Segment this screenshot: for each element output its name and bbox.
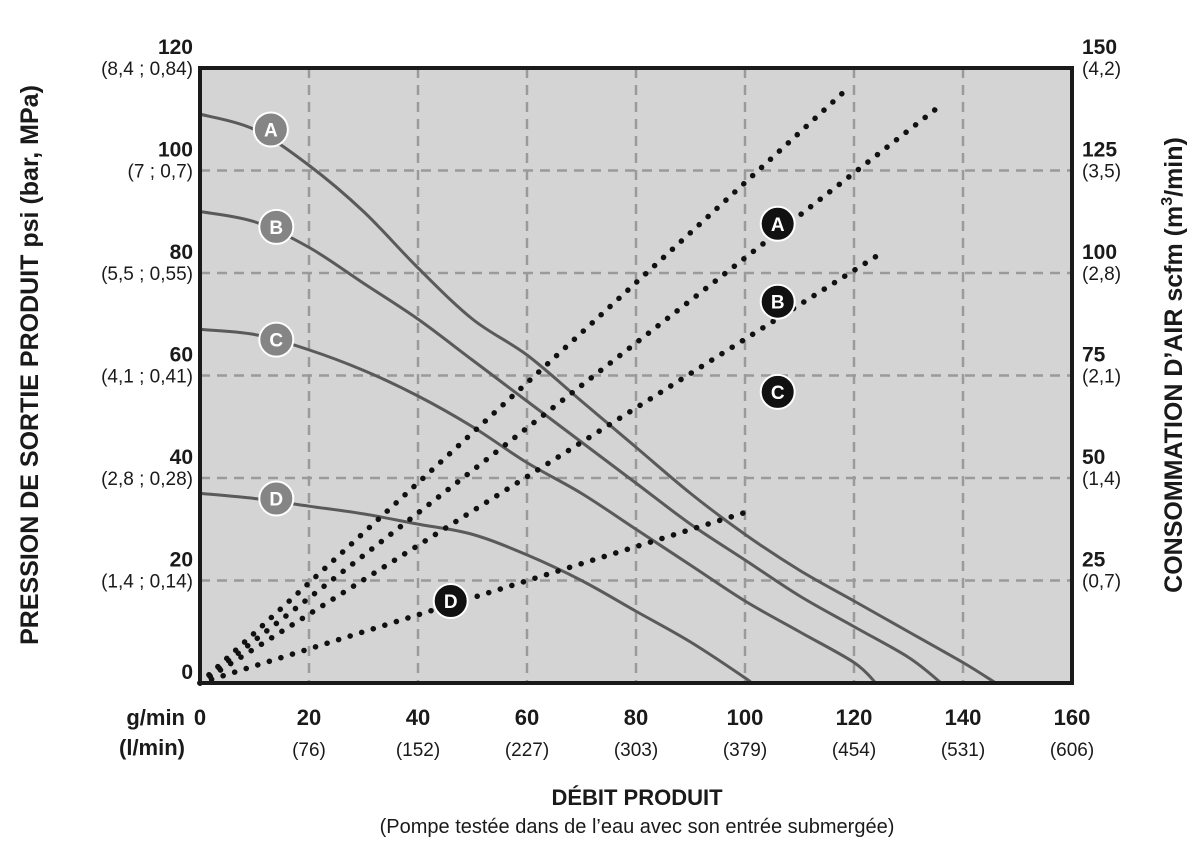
y-right-tick-label: 25: [1082, 549, 1106, 572]
y-right-tick-secondary: (2,1): [1082, 367, 1121, 388]
x-tick-secondary: (454): [832, 740, 876, 761]
x-axis-title: DÉBIT PRODUIT: [551, 785, 723, 810]
y-left-tick-label: 20: [170, 549, 193, 572]
air-marker-d: D: [432, 583, 469, 619]
y-right-tick-secondary: (3,5): [1082, 162, 1121, 183]
air-marker-c: C: [759, 373, 796, 410]
y-right-tick-label: 150: [1082, 36, 1117, 59]
y-left-tick-label: 120: [158, 36, 193, 59]
y-left-tick-label: 60: [170, 344, 193, 367]
pressure-marker-c-circle: [258, 321, 295, 358]
pressure-marker-d-circle: [258, 480, 295, 517]
x-tick-label: 20: [297, 705, 321, 730]
air-line-a: [197, 89, 846, 686]
y-left-tick-label: 0: [181, 661, 193, 684]
y-right-tick-label: 75: [1082, 344, 1106, 367]
pressure-curve-a: [199, 112, 997, 685]
y-right-tick-secondary: (0,7): [1082, 572, 1121, 593]
x-unit-label-secondary: (l/min): [119, 735, 185, 760]
x-tick-label: 60: [515, 705, 539, 730]
y-axis-right-title-prefix: CONSOMMATION D’AIR scfm (m: [1160, 206, 1188, 593]
y-left-tick-secondary: (5,5 ; 0,55): [101, 264, 193, 285]
curve-markers: A B C D A B C D: [252, 111, 796, 619]
pressure-marker-b: B: [258, 208, 295, 245]
x-tick-label: 140: [945, 705, 982, 730]
air-marker-a: A: [759, 205, 796, 242]
grid-lines: [200, 68, 1072, 683]
pressure-marker-b-circle: [258, 208, 295, 245]
y-axis-left-title: PRESSION DE SORTIE PRODUIT psi (bar, MPa…: [16, 85, 44, 645]
x-tick-label: 100: [727, 705, 764, 730]
pressure-marker-a-label: A: [264, 121, 278, 142]
y-right-tick-label: 125: [1082, 139, 1117, 162]
y-left-tick-secondary: (2,8 ; 0,28): [101, 469, 193, 490]
x-tick-label: 160: [1054, 705, 1091, 730]
pressure-curve-b: [199, 210, 943, 685]
y-right-tick-label: 50: [1082, 446, 1105, 469]
air-consumption-lines: [197, 89, 944, 686]
x-tick-label: 120: [836, 705, 873, 730]
pressure-curves: [199, 112, 997, 685]
air-line-d: [197, 508, 754, 686]
pressure-marker-a-circle: [252, 111, 289, 148]
y-left-tick-secondary: (7 ; 0,7): [128, 162, 193, 183]
pressure-curve-c: [199, 327, 877, 685]
y-right-tick-secondary: (4,2): [1082, 59, 1121, 80]
y-right-tick-secondary: (2,8): [1082, 264, 1121, 285]
pressure-marker-c-label: C: [269, 331, 283, 352]
x-tick-secondary: (303): [614, 740, 658, 761]
plot-frame: [198, 66, 1074, 685]
air-marker-c-label: C: [771, 383, 785, 404]
air-marker-b-circle: [759, 283, 796, 320]
y-left-tick-secondary: (1,4 ; 0,14): [101, 572, 193, 593]
air-marker-c-circle: [759, 373, 796, 410]
x-tick-secondary: (606): [1050, 740, 1094, 761]
y-left-tick-label: 100: [158, 139, 193, 162]
y-right-tick-secondary: (1,4): [1082, 469, 1121, 490]
x-tick-label: 80: [624, 705, 648, 730]
x-tick-secondary: (76): [292, 740, 326, 761]
x-tick-label: 0: [194, 705, 206, 730]
air-marker-d-circle: [432, 583, 469, 619]
pressure-marker-b-label: B: [269, 218, 283, 239]
pressure-marker-a: A: [252, 111, 289, 148]
x-tick-secondary: (379): [723, 740, 767, 761]
pressure-marker-c: C: [258, 321, 295, 358]
air-line-c: [197, 253, 879, 686]
y-right-tick-label: 100: [1082, 241, 1117, 264]
y-left-tick-label: 80: [170, 241, 193, 264]
y-axis-right-title-suffix: /min): [1160, 137, 1188, 197]
tick-labels: 020(1,4 ; 0,14)40(2,8 ; 0,28)60(4,1 ; 0,…: [101, 36, 1121, 761]
air-marker-b-label: B: [771, 293, 785, 314]
air-marker-a-circle: [759, 205, 796, 242]
x-tick-secondary: (531): [941, 740, 985, 761]
y-left-tick-label: 40: [170, 446, 193, 469]
x-tick-secondary: (227): [505, 740, 549, 761]
x-tick-secondary: (152): [396, 740, 440, 761]
x-axis-subtitle: (Pompe testée dans de l’eau avec son ent…: [380, 816, 895, 838]
x-unit-label: g/min: [126, 705, 185, 730]
pressure-marker-d: D: [258, 480, 295, 517]
x-tick-label: 40: [406, 705, 430, 730]
y-axis-right-title-sup: 3: [1159, 197, 1176, 206]
y-axis-right-title: CONSOMMATION D’AIR scfm (m3/min): [1159, 137, 1188, 593]
air-marker-b: B: [759, 283, 796, 320]
pressure-curve-d: [199, 491, 753, 685]
y-left-tick-secondary: (8,4 ; 0,84): [101, 59, 193, 80]
y-left-tick-secondary: (4,1 ; 0,41): [101, 367, 193, 388]
air-line-b: [197, 102, 944, 686]
air-marker-a-label: A: [771, 215, 785, 236]
pressure-marker-d-label: D: [269, 490, 283, 511]
air-marker-d-label: D: [444, 592, 458, 613]
